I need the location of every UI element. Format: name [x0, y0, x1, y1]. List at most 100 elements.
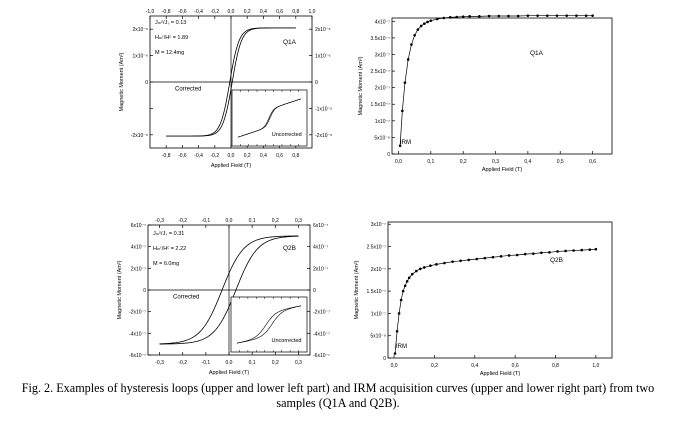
- irm-data-point: [413, 33, 416, 37]
- irm-data-point: [410, 43, 413, 46]
- x-tick-label-top: -0,1: [202, 218, 211, 224]
- x-tick-label-top: 0,1: [249, 218, 256, 224]
- y-tick-label: 3.5x10⁻⁷: [371, 36, 391, 42]
- irm-data-point: [448, 16, 452, 19]
- y-tick-label-right: 4x10⁻⁷: [313, 245, 328, 251]
- irm-data-point: [426, 20, 429, 24]
- y-tick-label-right: 2x10⁻⁷: [313, 266, 328, 272]
- irm-data-point: [584, 14, 588, 17]
- x-tick-label-bottom: -0,6: [178, 153, 187, 159]
- irm-data-point: [588, 248, 592, 251]
- x-tick-label-top: -0,2: [210, 9, 219, 15]
- y-tick-label-left: 0: [143, 288, 146, 294]
- irm-data-point: [418, 267, 422, 271]
- irm-data-point: [401, 109, 404, 113]
- x-tick-label-top: 0,0: [226, 218, 233, 224]
- inset-loop-branch: [236, 305, 302, 344]
- x-tick-label-bottom: 0,4: [260, 153, 267, 159]
- y-tick-label: 1.5x10⁻⁷: [371, 102, 391, 108]
- irm-data-point: [565, 14, 569, 17]
- irm-data-point: [497, 14, 501, 18]
- irm-data-point: [467, 258, 471, 262]
- x-tick-label-top: 0,0: [228, 9, 235, 15]
- loop-branch-descending: [159, 235, 299, 345]
- sample-label: Q1A: [283, 39, 297, 46]
- loop-parameter: M = 6.0mg: [153, 261, 179, 267]
- irm-data-point: [459, 259, 462, 263]
- irm-data-point: [478, 15, 481, 18]
- x-tick-label-top: 0,2: [244, 9, 251, 15]
- irm-data-point: [429, 19, 433, 22]
- sample-label: Q2B: [550, 257, 563, 264]
- x-tick-label-bottom: -0,8: [162, 153, 171, 159]
- irm-data-point: [407, 276, 411, 280]
- x-tick-label-bottom: 0,6: [276, 153, 283, 159]
- irm-data-point: [555, 14, 559, 17]
- loop-parameter: Jₘˢ/Jₛ = 0.31: [153, 231, 184, 237]
- irm-data-point: [429, 264, 432, 267]
- irm-data-point: [403, 81, 407, 84]
- y-tick-label-left: -4x10⁻⁷: [129, 331, 146, 337]
- irm-data-point: [451, 260, 454, 263]
- x-tick-label: 1,0: [592, 363, 599, 369]
- y-tick-label-right: -2x10⁻⁷: [313, 310, 330, 316]
- y-tick-label: 4x10⁻⁷: [375, 19, 390, 25]
- x-tick-label: 0,0: [395, 159, 402, 165]
- irm-curve: [399, 15, 593, 146]
- irm-data-point: [406, 58, 410, 61]
- irm-data-point: [580, 248, 584, 252]
- x-tick-label: 0,2: [460, 159, 467, 165]
- x-tick-label: 0,5: [557, 159, 564, 165]
- x-tick-label-bottom: -0,2: [210, 153, 219, 159]
- y-tick-label: 1.5x10⁻⁷: [367, 289, 387, 295]
- y-axis-label: Magnetic Moment (Am²): [354, 260, 360, 319]
- irm-data-point: [545, 14, 549, 17]
- y-tick-label: 2.5x10⁻⁷: [367, 245, 387, 251]
- irm-data-point: [397, 312, 401, 315]
- x-tick-label-top: -1,0: [146, 9, 155, 15]
- y-tick-label-right: -2x10⁻⁶: [315, 133, 332, 139]
- y-tick-label-left: 2x10⁻⁶: [132, 27, 148, 33]
- irm-data-point: [594, 247, 598, 251]
- sample-label: Q1A: [530, 50, 544, 57]
- inset-loop-branch: [237, 98, 302, 138]
- plot-frame: [391, 17, 613, 155]
- x-tick-label: 0,6: [589, 159, 596, 165]
- irm-data-point: [423, 266, 426, 269]
- inset-frame: [231, 89, 308, 147]
- y-tick-label: 3x10⁻⁷: [371, 222, 386, 228]
- irm-data-point: [461, 15, 465, 18]
- y-axis-label: Magnetic Moment (Am²): [117, 260, 123, 319]
- loop-parameter: Hₘʳ/Hᶜ = 2.22: [153, 245, 186, 252]
- irm-data-point: [455, 15, 459, 19]
- x-tick-label: 0,4: [471, 363, 478, 369]
- x-tick-label-bottom: 0,1: [249, 360, 256, 366]
- irm-data-point: [499, 255, 503, 258]
- x-tick-label-bottom: 0,2: [244, 153, 251, 159]
- x-tick-label: 0,2: [431, 363, 438, 369]
- y-tick-label-right: -1x10⁻⁶: [315, 106, 332, 112]
- y-tick-label-left: -6x10⁻⁷: [129, 353, 146, 359]
- y-tick-label-right: -4x10⁻⁷: [313, 331, 330, 337]
- irm-data-point: [507, 14, 510, 18]
- irm-data-point: [564, 249, 567, 253]
- sample-label: Q2B: [283, 245, 296, 252]
- x-tick-label-bottom: -0,1: [202, 360, 211, 366]
- loop-branch-ascending: [166, 27, 296, 137]
- y-tick-label: 2x10⁻⁷: [371, 267, 386, 273]
- x-tick-label-top: 0,6: [276, 9, 283, 15]
- irm-data-point: [410, 272, 414, 276]
- uncorrected-label: Uncorrected: [272, 132, 302, 138]
- x-tick-label: 0,4: [524, 159, 531, 165]
- y-tick-label-right: 2x10⁻⁶: [315, 27, 331, 33]
- x-tick-label-top: 0,4: [260, 9, 267, 15]
- figure-canvas: -0,8 -0,6 -0,4 -0,2 0,0 0,2 0,4 0,6 0,8 -1,0 -0,8 -…: [117, 9, 613, 377]
- x-axis-label: Applied Field (T): [209, 370, 250, 376]
- irm-data-point: [507, 254, 511, 257]
- y-tick-label: 2.5x10⁻⁷: [371, 69, 391, 75]
- x-tick-label-bottom: 0,2: [272, 360, 279, 366]
- y-tick-label: 3x10⁻⁷: [375, 52, 390, 58]
- irm-data-point: [423, 22, 426, 25]
- x-tick-label-top: -0,6: [178, 9, 187, 15]
- irm-data-point: [572, 249, 575, 252]
